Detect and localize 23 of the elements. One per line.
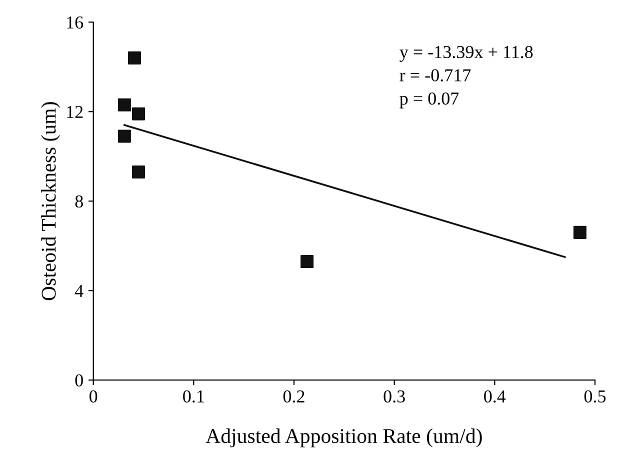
y-tick-label: 12 [67, 106, 83, 118]
annotation: r = -0.717 [400, 69, 471, 82]
point [118, 98, 131, 112]
annotation: y = -13.39x + 11.8 [400, 46, 533, 62]
y-tick-label: 16 [67, 16, 84, 29]
point [132, 166, 145, 179]
point [128, 51, 141, 64]
y-tick-label: 8 [75, 195, 83, 208]
annotation: p = 0.07 [400, 92, 459, 108]
x-tick-label: 0.3 [384, 390, 405, 403]
y-tick-label: 0 [75, 374, 83, 387]
x-tick-label: 0 [90, 390, 98, 403]
point [132, 107, 145, 120]
x-tick-label: 0.1 [183, 390, 204, 403]
x-axis-title: Adjusted Apposition Rate (um/d) [206, 428, 482, 448]
y-axis-title: Osteoid Thickness (um) [41, 102, 60, 300]
x-tick-label: 0.5 [584, 390, 606, 403]
point [118, 130, 131, 143]
y-tick-label: 4 [74, 284, 84, 297]
point [300, 255, 314, 268]
x-tick-label: 0.2 [283, 390, 304, 403]
x-tick-label: 0.4 [484, 390, 506, 403]
point [573, 226, 586, 239]
